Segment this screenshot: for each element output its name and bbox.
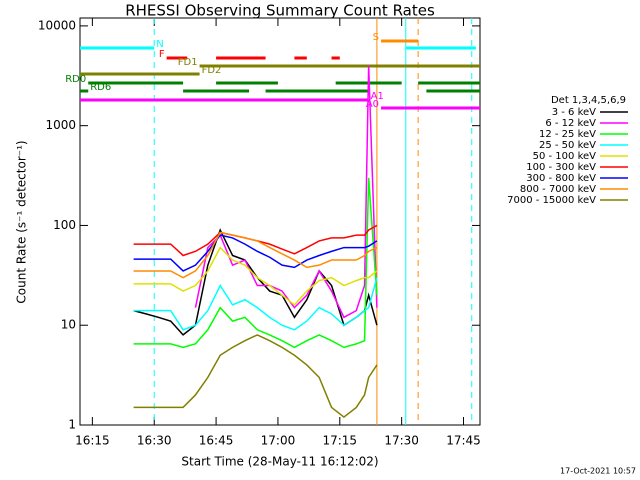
series-line [133, 334, 378, 419]
series-line [133, 234, 378, 272]
series-line [133, 224, 378, 257]
flag-label: A0 [366, 99, 379, 110]
x-tick-label: 17:15 [322, 434, 357, 448]
flag-label: RD0 [65, 74, 86, 85]
flag-label: F [159, 49, 165, 60]
x-tick-label: 16:45 [199, 434, 234, 448]
y-tick-label: 10000 [38, 18, 76, 32]
y-tick-label: 100 [53, 218, 76, 232]
legend-label: 50 - 100 keV [533, 151, 597, 162]
x-tick-label: 17:30 [384, 434, 419, 448]
flag-label: RD6 [90, 82, 111, 93]
plot-frame [79, 17, 481, 426]
legend-label: 300 - 800 keV [526, 173, 596, 184]
footer: 17-Oct-2021 10:57 [560, 467, 636, 476]
x-tick-label: 16:30 [137, 434, 172, 448]
legend-label: 6 - 12 keV [545, 118, 596, 129]
y-axis-label: Count Rate (s⁻¹ detector⁻¹) [15, 140, 29, 303]
y-tick-label: 1000 [45, 118, 76, 132]
series-line [133, 231, 378, 279]
x-tick-label: 17:00 [261, 434, 296, 448]
x-tick-label: 17:45 [446, 434, 481, 448]
legend-label: 7000 - 15000 keV [507, 195, 596, 206]
flag-label: A1 [371, 91, 384, 102]
legend-label: 800 - 7000 keV [520, 184, 596, 195]
series-line [133, 177, 378, 349]
y-tick-label: 10 [61, 318, 76, 332]
flag-label: FD2 [202, 65, 222, 76]
series-line [194, 65, 378, 319]
legend-label: 3 - 6 keV [552, 107, 596, 118]
series-line [133, 246, 378, 306]
chart-title: RHESSI Observing Summary Count Rates [125, 2, 435, 20]
flag-label: FD1 [178, 57, 198, 68]
y-tick-label: 1 [68, 418, 76, 432]
legend-label: 12 - 25 keV [539, 129, 596, 140]
legend-label: 100 - 300 keV [526, 162, 596, 173]
series-line [133, 277, 378, 331]
flag-label: N [156, 39, 163, 50]
legend-title: Det 1,3,4,5,6,9 [551, 95, 626, 106]
x-tick-label: 16:15 [75, 434, 110, 448]
legend-label: 25 - 50 keV [539, 140, 596, 151]
flag-label: S [373, 32, 379, 43]
x-axis-label: Start Time (28-May-11 16:12:02) [181, 455, 378, 469]
